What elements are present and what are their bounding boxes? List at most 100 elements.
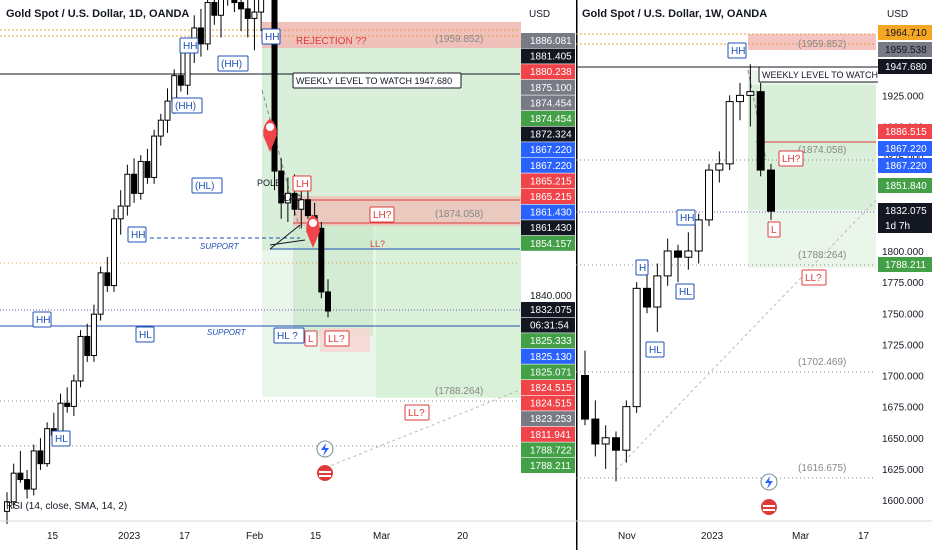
candle-body[interactable] xyxy=(725,101,734,165)
candle[interactable] xyxy=(64,387,71,413)
candle-body[interactable] xyxy=(684,250,693,258)
candle[interactable] xyxy=(674,244,682,283)
swing-label[interactable]: HH xyxy=(32,311,52,328)
candle-body[interactable] xyxy=(231,0,238,4)
candle-body[interactable] xyxy=(117,205,124,220)
candle-body[interactable] xyxy=(715,163,724,171)
candle[interactable] xyxy=(97,266,104,321)
candle-body[interactable] xyxy=(211,2,218,16)
candle-body[interactable] xyxy=(131,173,138,194)
swing-label[interactable]: (HL) xyxy=(191,177,223,194)
candle[interactable] xyxy=(653,263,662,332)
weekly-level-label[interactable]: WEEKLY LEVEL TO WATCH 1947.680 xyxy=(292,72,462,89)
swing-label[interactable]: LL? xyxy=(324,330,350,347)
candle-body[interactable] xyxy=(643,287,651,308)
candle-body[interactable] xyxy=(4,501,10,512)
candle[interactable] xyxy=(4,492,10,525)
swing-label[interactable]: LH xyxy=(292,175,312,192)
candle[interactable] xyxy=(218,0,224,38)
swing-label[interactable]: (HH) xyxy=(171,97,203,114)
candle-body[interactable] xyxy=(238,2,245,10)
candle[interactable] xyxy=(746,64,755,127)
candle[interactable] xyxy=(715,151,724,183)
candle-body[interactable] xyxy=(284,192,291,204)
candle[interactable] xyxy=(725,95,734,171)
swing-label[interactable]: LL? xyxy=(404,404,430,421)
daily-chart[interactable]: (1959.852) (1874.058) (1788.264) REJECTION … xyxy=(0,0,576,550)
swing-label[interactable]: HL xyxy=(675,283,695,300)
candle-body[interactable] xyxy=(144,161,151,178)
candle-body[interactable] xyxy=(746,91,755,96)
candle[interactable] xyxy=(298,190,305,229)
candle-body[interactable] xyxy=(104,272,111,287)
candle-body[interactable] xyxy=(767,169,775,212)
candle[interactable] xyxy=(238,0,245,32)
candle[interactable] xyxy=(225,0,230,6)
candle-body[interactable] xyxy=(164,100,171,121)
candle[interactable] xyxy=(204,0,211,51)
candle-body[interactable] xyxy=(271,0,278,172)
swing-label[interactable]: HH xyxy=(261,28,281,45)
candle[interactable] xyxy=(767,163,775,220)
candle-body[interactable] xyxy=(137,161,144,194)
swing-label[interactable]: HH xyxy=(727,42,747,59)
candle-body[interactable] xyxy=(177,75,184,86)
candle[interactable] xyxy=(684,232,693,270)
candle[interactable] xyxy=(251,0,258,51)
candle-body[interactable] xyxy=(171,75,178,102)
candle[interactable] xyxy=(663,238,672,286)
swing-label[interactable]: LH? xyxy=(369,206,395,223)
swing-label[interactable]: H xyxy=(635,259,649,276)
swing-label[interactable]: L xyxy=(304,330,318,347)
candle-body[interactable] xyxy=(10,472,17,503)
swing-label[interactable]: HL xyxy=(645,341,665,358)
candle[interactable] xyxy=(37,438,44,470)
swing-label[interactable]: HL xyxy=(51,430,71,447)
candle[interactable] xyxy=(131,158,138,203)
candle-body[interactable] xyxy=(30,450,37,490)
candle[interactable] xyxy=(17,450,24,483)
pin-marker[interactable] xyxy=(306,215,320,248)
candle-body[interactable] xyxy=(151,135,158,178)
candle[interactable] xyxy=(284,177,291,222)
candle[interactable] xyxy=(211,0,218,25)
candle[interactable] xyxy=(736,82,744,121)
swing-label[interactable]: HH xyxy=(676,209,696,226)
candle[interactable] xyxy=(177,50,184,92)
candle[interactable] xyxy=(705,163,713,227)
candle-body[interactable] xyxy=(601,437,610,445)
candle-body[interactable] xyxy=(694,219,703,252)
pin-marker[interactable] xyxy=(263,119,277,152)
candle-body[interactable] xyxy=(111,218,117,287)
candle[interactable] xyxy=(278,158,285,219)
swing-label[interactable]: LL? xyxy=(801,269,827,286)
candle-body[interactable] xyxy=(251,11,258,19)
candle[interactable] xyxy=(164,88,171,133)
candle-body[interactable] xyxy=(591,418,600,445)
candle[interactable] xyxy=(137,155,144,200)
candle-body[interactable] xyxy=(218,0,224,16)
candle[interactable] xyxy=(77,330,84,388)
candle-body[interactable] xyxy=(37,450,44,465)
candle[interactable] xyxy=(44,422,51,467)
candle-body[interactable] xyxy=(318,227,325,293)
weekly-chart[interactable]: (1959.852) (1874.058) (1788.264) (1702.469)… xyxy=(576,0,932,550)
candle[interactable] xyxy=(325,279,331,318)
candle[interactable] xyxy=(10,463,17,509)
candle-body[interactable] xyxy=(258,0,265,13)
candle-body[interactable] xyxy=(278,170,285,204)
swing-label[interactable]: (HH) xyxy=(217,55,249,72)
candle[interactable] xyxy=(90,304,97,362)
swing-label[interactable]: HL ? xyxy=(273,327,305,344)
candle[interactable] xyxy=(157,113,164,146)
candle[interactable] xyxy=(111,209,117,292)
candle[interactable] xyxy=(258,0,265,32)
candle-body[interactable] xyxy=(44,428,51,465)
candle-body[interactable] xyxy=(57,402,64,436)
candle[interactable] xyxy=(24,470,31,499)
candle-body[interactable] xyxy=(84,335,91,357)
candle-body[interactable] xyxy=(612,437,620,451)
candle[interactable] xyxy=(622,400,631,463)
candle-body[interactable] xyxy=(653,275,662,308)
candle-body[interactable] xyxy=(674,250,682,258)
